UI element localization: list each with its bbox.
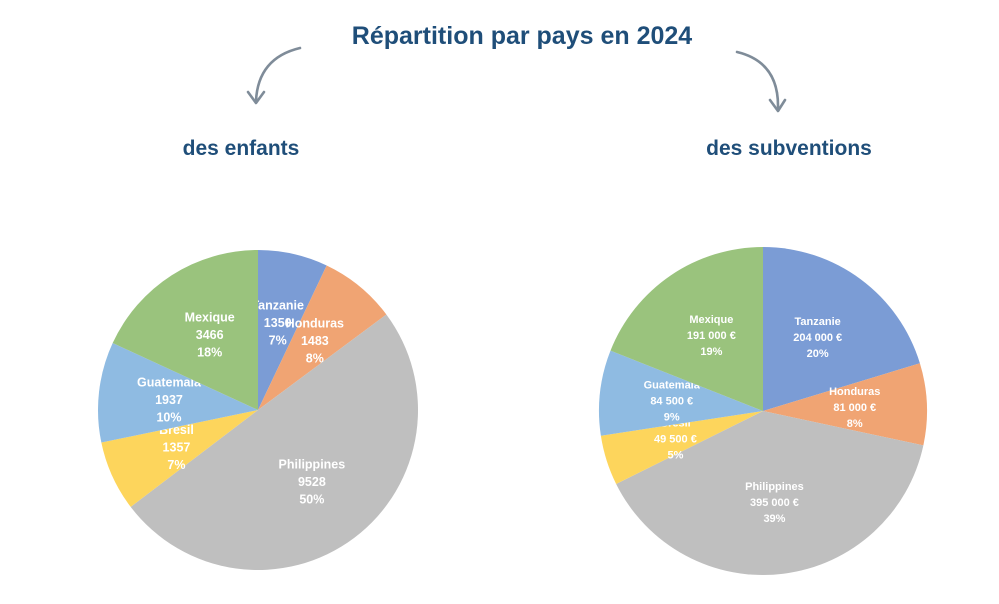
pie-slice-des-subventions-philippines: [616, 411, 924, 576]
slice-label-percent-des-enfants-philippines: 50%: [299, 492, 324, 506]
slice-label-percent-des-subventions-mexique: 19%: [700, 346, 722, 358]
slice-label-percent-des-subventions-tanzanie: 20%: [807, 348, 829, 360]
pie-slice-des-subventions-mexique: [610, 247, 763, 411]
pie-slice-des-subventions-guatemala: [598, 350, 763, 436]
slice-label-percent-des-enfants-guatemala: 10%: [156, 411, 181, 425]
slice-label-value-des-enfants-mexique: 3466: [196, 328, 224, 342]
slice-label-category-des-subventions-guatemala: Guatemala: [644, 380, 701, 392]
slice-label-percent-des-enfants-bresil: 7%: [167, 458, 185, 472]
slice-label-value-des-subventions-honduras: 81 000 €: [833, 402, 876, 414]
slice-label-value-des-enfants-tanzanie: 1350: [264, 316, 292, 330]
slice-label-value-des-enfants-bresil: 1357: [163, 441, 191, 455]
subtitle-enfants: des enfants: [182, 137, 300, 160]
slice-label-category-des-enfants-mexique: Mexique: [185, 310, 235, 324]
slice-label-category-des-subventions-tanzanie: Tanzanie: [795, 316, 841, 328]
slice-label-value-des-enfants-guatemala: 1937: [155, 393, 183, 407]
slice-label-percent-des-enfants-honduras: 8%: [306, 352, 324, 366]
pie-slice-des-enfants-guatemala: [97, 343, 258, 443]
subtitle-subventions: des subventions: [706, 137, 872, 160]
slice-label-percent-des-subventions-bresil: 5%: [667, 450, 683, 462]
slice-label-category-des-subventions-mexique: Mexique: [689, 314, 733, 326]
pie-slice-des-subventions-tanzanie: [763, 247, 920, 411]
slice-label-category-des-enfants-guatemala: Guatemala: [137, 376, 202, 390]
slice-label-category-des-subventions-honduras: Honduras: [829, 386, 880, 398]
chart-title: Répartition par pays en 2024: [351, 22, 693, 50]
slice-label-value-des-subventions-tanzanie: 204 000 €: [793, 332, 842, 344]
slice-label-category-des-enfants-philippines: Philippines: [279, 457, 346, 471]
pie-slice-des-subventions-honduras: [763, 363, 927, 446]
slice-label-value-des-subventions-bresil: 49 500 €: [654, 434, 697, 446]
slice-label-category-des-subventions-philippines: Philippines: [745, 481, 804, 493]
slice-label-category-des-enfants-honduras: Honduras: [286, 317, 344, 331]
pie-slice-des-enfants-philippines: [130, 314, 419, 571]
slice-label-value-des-subventions-mexique: 191 000 €: [687, 330, 736, 342]
slice-label-value-des-subventions-guatemala: 84 500 €: [650, 396, 693, 408]
slice-label-percent-des-subventions-honduras: 8%: [847, 418, 863, 430]
slice-label-value-des-enfants-philippines: 9528: [298, 475, 326, 489]
slice-label-percent-des-enfants-tanzanie: 7%: [269, 333, 287, 347]
pie-slice-des-enfants-mexique: [112, 250, 258, 410]
slice-label-category-des-enfants-tanzanie: Tanzanie: [251, 298, 304, 312]
pie-slice-des-enfants-honduras: [258, 265, 387, 410]
slice-label-percent-des-subventions-guatemala: 9%: [664, 412, 680, 424]
pie-slice-des-enfants-tanzanie: [258, 250, 327, 410]
pie-slice-des-enfants-bresil: [101, 410, 258, 507]
pie-slice-des-subventions-bresil: [600, 411, 763, 484]
slice-label-value-des-enfants-honduras: 1483: [301, 334, 329, 348]
slice-label-value-des-subventions-philippines: 395 000 €: [750, 497, 799, 509]
slice-label-percent-des-enfants-mexique: 18%: [197, 345, 222, 359]
slice-label-percent-des-subventions-philippines: 39%: [763, 513, 785, 525]
